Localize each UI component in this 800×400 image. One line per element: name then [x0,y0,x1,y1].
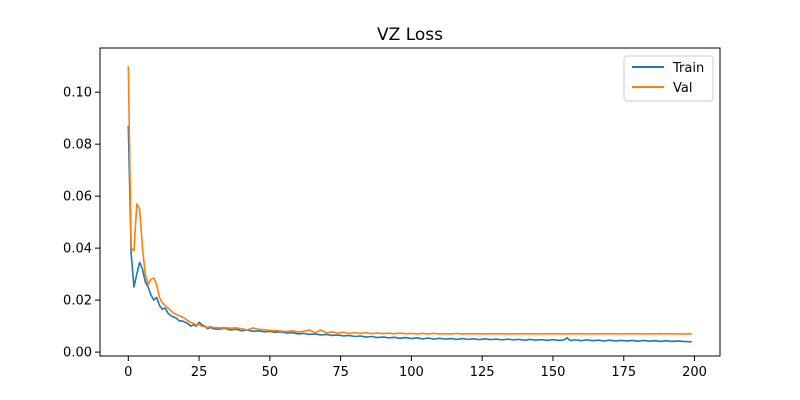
y-tick-label: 0.02 [63,294,92,309]
x-tick-label: 75 [332,365,349,380]
x-tick-label: 0 [124,365,132,380]
y-tick-label: 0.08 [63,138,92,153]
x-tick-label: 25 [191,365,208,380]
legend: Train Val [623,55,714,102]
series-line-val [127,66,692,335]
y-tick-label: 0.10 [63,86,92,101]
x-axis: 0 25 50 75 100 125 150 175 200 [124,356,707,380]
y-tick-label: 0.06 [63,190,92,205]
legend-label-train: Train [672,61,704,76]
y-tick-label: 0.04 [63,242,92,257]
x-tick-label: 200 [682,365,707,380]
legend-label-val: Val [673,81,692,96]
chart-title: VZ Loss [377,25,443,45]
x-tick-label: 100 [399,365,424,380]
y-tick-label: 0.00 [63,346,92,361]
y-axis: 0.00 0.02 0.04 0.06 0.08 0.10 [63,86,100,361]
series-lines [127,66,692,343]
series-line-train [127,125,692,343]
x-tick-label: 50 [262,365,279,380]
x-tick-label: 175 [611,365,636,380]
x-tick-label: 125 [470,365,495,380]
x-tick-label: 150 [541,365,566,380]
plot-frame [99,47,721,357]
